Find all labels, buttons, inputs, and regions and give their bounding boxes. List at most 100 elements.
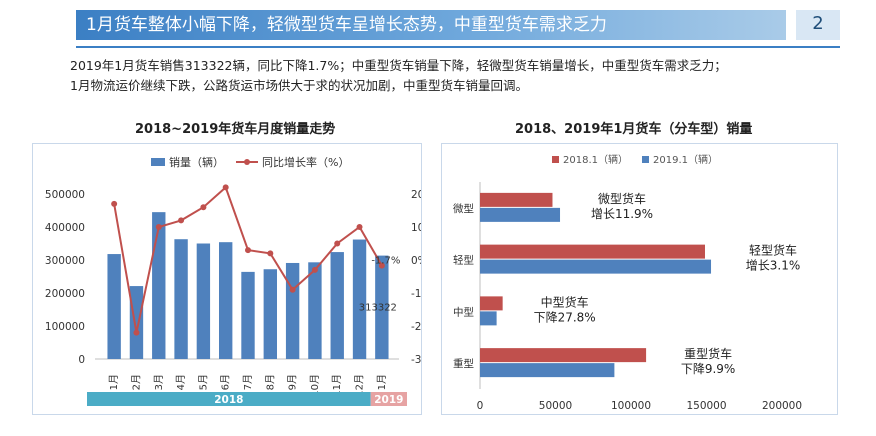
- right-axis-tick-label: -30%: [411, 354, 421, 366]
- month-label: 5月: [197, 374, 209, 390]
- vehicle-type-sales-chart: 2018.1（辆） 2019.1（辆） 0 50000 100000 150000 2000…: [453, 153, 802, 412]
- legend-swatch-2018: [552, 156, 559, 163]
- x-axis-tick-label: 0: [477, 400, 484, 412]
- change-annotation-line2: 下降9.9%: [681, 362, 736, 376]
- change-annotation-line2: 下降27.8%: [534, 310, 596, 324]
- month-label: 8月: [264, 374, 276, 390]
- sales-bar: [196, 243, 211, 359]
- left-chart-panel: 销量（辆） 同比增长率（%） 0 100000 200000 300000 400000 50…: [32, 143, 438, 415]
- rate-point: [222, 184, 229, 191]
- rate-point: [356, 224, 363, 230]
- left-axis-tick-label: 200000: [45, 288, 85, 300]
- legend-label-2018: 2018.1（辆）: [563, 153, 628, 166]
- sales-bar: [219, 242, 233, 359]
- month-label: 3月: [153, 374, 165, 390]
- rate-point: [267, 250, 274, 257]
- month-label: 4月: [175, 374, 187, 390]
- month-label: 1月: [108, 374, 120, 390]
- bar-2018: [480, 244, 705, 259]
- legend-marker-rate: [244, 159, 250, 165]
- page-title: 1月货车整体小幅下降，轻微型货车呈增长态势，中重型货车需求乏力: [86, 15, 607, 35]
- change-annotation-line1: 中型货车: [541, 294, 589, 309]
- x-axis-tick-label: 50000: [539, 400, 572, 412]
- summary-line-1: 2019年1月货车销售313322辆，同比下降1.7%；中重型货车销量下降，轻微…: [70, 58, 727, 73]
- sales-bar: [375, 255, 389, 359]
- month-label: 11月: [331, 374, 343, 397]
- legend-label-sales: 销量（辆）: [169, 155, 224, 169]
- year-band-label: 2019: [374, 394, 403, 406]
- sales-bar: [330, 252, 344, 359]
- sales-bar: [107, 254, 121, 359]
- sales-bar: [285, 262, 300, 359]
- sales-bar: [241, 271, 255, 359]
- month-label: 7月: [242, 374, 254, 390]
- year-band: [370, 392, 407, 406]
- right-chart-panel: 2018.1（辆） 2019.1（辆） 0 50000 100000 150000 2000…: [441, 143, 838, 415]
- bar-2019: [480, 259, 712, 274]
- sales-bar: [263, 269, 277, 359]
- rate-point: [334, 240, 341, 247]
- legend-swatch-2019: [642, 156, 649, 163]
- summary-text: 2019年1月货车销售313322辆，同比下降1.7%；中重型货车销量下降，轻微…: [70, 56, 850, 96]
- sales-bar: [308, 262, 322, 359]
- x-axis-tick-label: 100000: [611, 400, 651, 412]
- vehicle-type-label: 中型: [453, 305, 474, 318]
- x-axis-tick-label: 150000: [686, 400, 726, 412]
- rate-point: [200, 204, 207, 211]
- title-underline: [76, 46, 840, 48]
- month-label: 9月: [287, 374, 299, 390]
- rate-point: [378, 262, 385, 269]
- legend-swatch-sales: [151, 158, 165, 166]
- rate-point: [133, 329, 140, 336]
- change-annotation-line1: 轻型货车: [749, 243, 797, 258]
- change-annotation-line1: 微型货车: [598, 191, 646, 206]
- right-chart-title: 2018、2019年1月货车（分车型）销量: [515, 122, 753, 137]
- left-axis-tick-label: 100000: [45, 321, 85, 333]
- change-annotation-line2: 增长3.1%: [746, 259, 801, 273]
- rate-point: [311, 266, 318, 273]
- vehicle-type-label: 重型: [453, 357, 474, 370]
- bar-2019: [480, 207, 561, 222]
- change-annotation-line2: 增长11.9%: [591, 207, 653, 221]
- month-label: 10月: [309, 374, 321, 397]
- legend-label-2019: 2019.1（辆）: [653, 153, 718, 166]
- page-number: 2: [812, 13, 824, 34]
- month-label: 12月: [354, 374, 366, 397]
- left-axis-tick-label: 0: [78, 354, 85, 366]
- month-label: 2月: [130, 374, 142, 390]
- title-banner: [76, 10, 786, 40]
- vehicle-type-label: 轻型: [453, 254, 474, 267]
- last-rate-label: -1.7%: [371, 256, 400, 267]
- sales-bar: [129, 286, 144, 359]
- bar-2019: [480, 363, 615, 378]
- sales-bar: [174, 239, 188, 359]
- left-chart-title: 2018~2019年货车月度销量走势: [135, 122, 336, 137]
- left-axis-tick-label: 400000: [45, 222, 85, 234]
- change-annotation-line1: 重型货车: [684, 346, 732, 361]
- year-band: [87, 392, 371, 406]
- rate-point: [245, 247, 251, 254]
- right-axis-tick-label: 0%: [411, 255, 421, 267]
- rate-point: [178, 217, 185, 224]
- right-axis-tick-label: 20%: [411, 189, 421, 201]
- vehicle-type-label: 微型: [453, 202, 474, 215]
- year-band-label: 2018: [214, 394, 243, 406]
- bar-2018: [480, 296, 503, 311]
- legend-label-rate: 同比增长率（%）: [262, 155, 349, 169]
- right-axis-tick-label: 10%: [411, 222, 421, 234]
- rate-point: [155, 224, 162, 230]
- month-label: 6月: [220, 374, 232, 390]
- bar-2018: [480, 192, 553, 207]
- monthly-sales-chart: 销量（辆） 同比增长率（%） 0 100000 200000 300000 400000 50…: [45, 155, 438, 406]
- rate-point: [289, 286, 296, 293]
- sales-bar: [152, 212, 166, 359]
- right-axis-tick-label: -20%: [411, 321, 421, 333]
- sales-bar: [352, 239, 367, 359]
- month-label: 1月: [376, 374, 388, 390]
- summary-line-2: 1月物流运价继续下跌，公路货运市场供大于求的状况加剧，中重型货车销量回调。: [70, 78, 528, 93]
- bar-2019: [480, 311, 497, 326]
- left-axis-tick-label: 500000: [45, 189, 85, 201]
- last-bar-value-label: 313322: [359, 303, 397, 314]
- page-number-box: [796, 10, 840, 40]
- x-axis-tick-label: 200000: [762, 400, 802, 412]
